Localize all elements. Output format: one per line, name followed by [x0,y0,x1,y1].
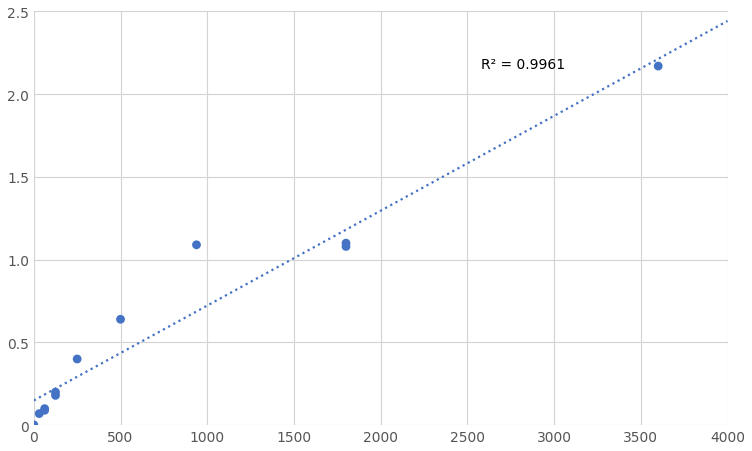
Point [28,421,40,428]
Point [340,243,352,250]
Text: R² = 0.9961: R² = 0.9961 [481,58,566,72]
Point [33,410,45,417]
Point [114,316,126,323]
Point [190,242,202,249]
Point [38,407,50,414]
Point [50,389,62,396]
Point [50,392,62,399]
Point [340,240,352,247]
Point [71,355,83,363]
Point [652,63,664,70]
Point [38,405,50,412]
